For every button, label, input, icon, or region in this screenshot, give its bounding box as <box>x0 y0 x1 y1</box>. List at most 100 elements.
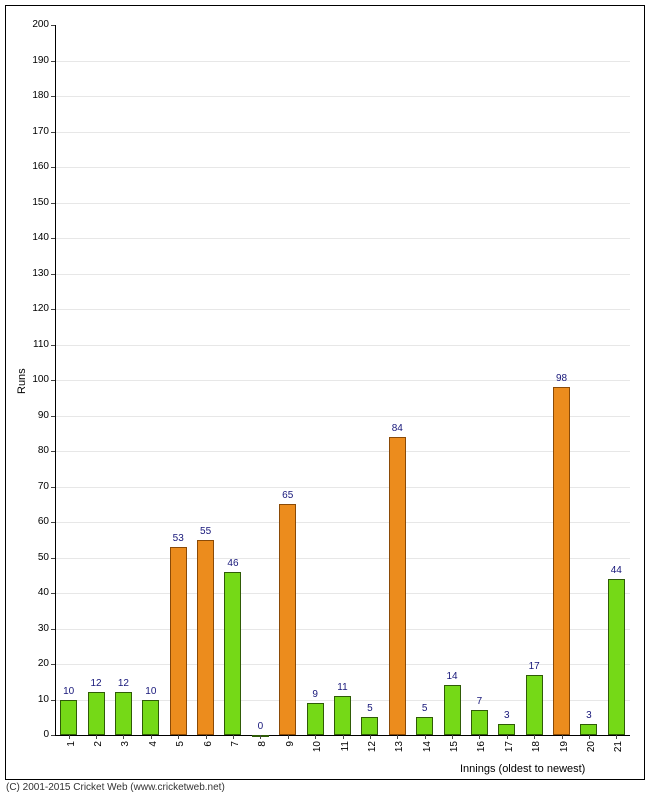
gridline <box>55 96 630 97</box>
x-tick-label: 6 <box>203 741 214 759</box>
y-tick-label: 80 <box>21 445 49 456</box>
gridline <box>55 593 630 594</box>
bar <box>553 387 570 735</box>
bar-value-label: 0 <box>246 721 274 732</box>
y-tick-label: 70 <box>21 481 49 492</box>
gridline <box>55 558 630 559</box>
x-tick <box>178 735 179 739</box>
x-tick-label: 8 <box>257 741 268 759</box>
bar <box>498 724 515 735</box>
x-tick-label: 19 <box>559 741 570 759</box>
x-axis-label: Innings (oldest to newest) <box>460 763 585 775</box>
x-tick <box>534 735 535 739</box>
x-tick <box>206 735 207 739</box>
bar <box>170 547 187 735</box>
gridline <box>55 451 630 452</box>
bar <box>580 724 597 735</box>
x-tick-label: 3 <box>120 741 131 759</box>
x-tick-label: 16 <box>476 741 487 759</box>
x-tick <box>479 735 480 739</box>
x-tick <box>123 735 124 739</box>
bar-value-label: 46 <box>219 558 247 569</box>
y-tick-label: 120 <box>21 303 49 314</box>
bar <box>608 579 625 735</box>
gridline <box>55 309 630 310</box>
x-tick <box>288 735 289 739</box>
bar <box>115 692 132 735</box>
y-tick-label: 180 <box>21 90 49 101</box>
gridline <box>55 61 630 62</box>
gridline <box>55 487 630 488</box>
bar <box>389 437 406 735</box>
bar <box>307 703 324 735</box>
x-tick-label: 15 <box>449 741 460 759</box>
x-tick <box>260 735 261 739</box>
x-tick <box>343 735 344 739</box>
bar-value-label: 14 <box>438 671 466 682</box>
gridline <box>55 416 630 417</box>
bar-value-label: 3 <box>575 710 603 721</box>
chart-container: Runs Innings (oldest to newest) (C) 2001… <box>0 0 650 800</box>
x-tick <box>589 735 590 739</box>
bar-value-label: 44 <box>602 565 630 576</box>
x-tick <box>616 735 617 739</box>
bar-value-label: 3 <box>493 710 521 721</box>
x-tick-label: 4 <box>148 741 159 759</box>
bar-value-label: 17 <box>520 661 548 672</box>
x-tick <box>452 735 453 739</box>
y-tick-label: 10 <box>21 694 49 705</box>
y-axis-line <box>55 25 56 735</box>
bar-value-label: 98 <box>548 373 576 384</box>
bar-value-label: 11 <box>329 682 357 693</box>
bar-value-label: 9 <box>301 689 329 700</box>
bar <box>279 504 296 735</box>
plot-area <box>55 25 630 735</box>
y-tick-label: 20 <box>21 658 49 669</box>
x-tick-label: 18 <box>531 741 542 759</box>
x-tick-label: 20 <box>586 741 597 759</box>
gridline <box>55 238 630 239</box>
bar-value-label: 5 <box>356 703 384 714</box>
gridline <box>55 274 630 275</box>
gridline <box>55 167 630 168</box>
y-tick-label: 130 <box>21 268 49 279</box>
y-tick-label: 40 <box>21 587 49 598</box>
bar <box>142 700 159 736</box>
bar-value-label: 84 <box>383 423 411 434</box>
x-tick-label: 1 <box>66 741 77 759</box>
y-tick-label: 170 <box>21 126 49 137</box>
x-tick-label: 13 <box>394 741 405 759</box>
gridline <box>55 203 630 204</box>
gridline <box>55 629 630 630</box>
x-tick <box>562 735 563 739</box>
y-tick-label: 60 <box>21 516 49 527</box>
x-tick <box>69 735 70 739</box>
x-tick <box>151 735 152 739</box>
x-tick-label: 2 <box>93 741 104 759</box>
gridline <box>55 132 630 133</box>
copyright-text: (C) 2001-2015 Cricket Web (www.cricketwe… <box>6 782 225 793</box>
bar-value-label: 55 <box>192 526 220 537</box>
x-tick-label: 14 <box>422 741 433 759</box>
x-tick <box>397 735 398 739</box>
x-tick-label: 5 <box>175 741 186 759</box>
gridline <box>55 345 630 346</box>
x-tick <box>425 735 426 739</box>
y-tick-label: 140 <box>21 232 49 243</box>
x-tick-label: 12 <box>367 741 378 759</box>
bar <box>416 717 433 735</box>
bar <box>334 696 351 735</box>
bar <box>471 710 488 735</box>
bar-value-label: 7 <box>465 696 493 707</box>
bar-value-label: 12 <box>109 678 137 689</box>
x-tick <box>370 735 371 739</box>
bar-value-label: 10 <box>137 686 165 697</box>
x-tick-label: 17 <box>504 741 515 759</box>
x-tick <box>315 735 316 739</box>
gridline <box>55 522 630 523</box>
bar <box>444 685 461 735</box>
x-tick <box>233 735 234 739</box>
x-tick <box>96 735 97 739</box>
bar-value-label: 10 <box>55 686 83 697</box>
gridline <box>55 380 630 381</box>
